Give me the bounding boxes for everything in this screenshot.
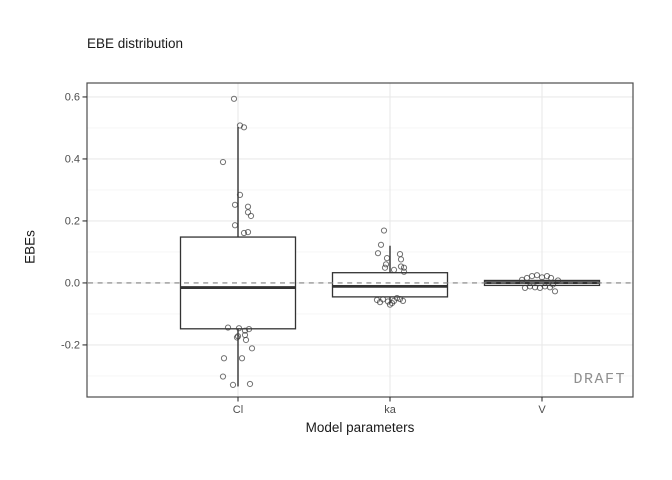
jitter-point	[244, 228, 252, 236]
jitter-point	[246, 380, 254, 388]
jitter-point	[518, 276, 526, 283]
jitter-point	[379, 296, 387, 303]
jitter-point	[245, 326, 253, 333]
jitter-point	[236, 191, 244, 198]
jitter-point	[554, 277, 562, 284]
jitter-point	[229, 381, 237, 389]
jitter-point	[549, 281, 557, 288]
y-tick-label: 0.6	[65, 92, 80, 104]
chart-title: EBE distribution	[87, 36, 184, 51]
jitter-point	[242, 336, 250, 344]
x-tick-label: V	[538, 404, 546, 416]
jitter-point	[240, 124, 248, 131]
jitter-point	[381, 264, 389, 271]
jitter-point	[400, 268, 408, 275]
jitter-point	[244, 203, 252, 210]
jitter-point	[241, 327, 249, 334]
box-ka	[331, 272, 449, 298]
jitter-point	[393, 295, 401, 302]
jitter-point	[248, 345, 256, 352]
panel-border	[86, 82, 634, 398]
jitter-point	[231, 201, 239, 208]
jitter-point	[235, 325, 243, 332]
jitter-point	[386, 301, 394, 308]
jitter-point	[521, 284, 529, 291]
jitter-point	[230, 95, 238, 102]
jitter-point	[551, 288, 559, 295]
jitter-point	[380, 227, 388, 234]
jitter-point	[390, 266, 398, 274]
jitter-point	[377, 241, 385, 248]
y-tick-label: -0.2	[61, 340, 80, 352]
y-tick-label: 0.4	[65, 154, 80, 166]
jitter-point	[374, 250, 382, 257]
jitter-point	[383, 255, 391, 262]
jitter-point	[533, 272, 541, 279]
jitter-point	[547, 274, 555, 282]
jitter-point	[220, 355, 228, 362]
x-tick-label: Cl	[233, 404, 243, 416]
y-tick-label: 0.2	[65, 216, 80, 228]
jitter-point	[240, 229, 248, 237]
jitter-point	[244, 209, 252, 216]
jitter-point	[231, 222, 239, 229]
x-axis-title: Model parameters	[305, 420, 415, 435]
jitter-point	[397, 263, 405, 270]
jitter-point	[400, 264, 408, 271]
jitter-point	[528, 273, 536, 280]
jitter-point	[234, 333, 242, 340]
draft-watermark: DRAFT	[573, 371, 626, 388]
jitter-point	[219, 373, 227, 380]
jitter-point	[384, 298, 392, 305]
jitter-point	[233, 334, 241, 341]
jitter-point	[219, 158, 227, 166]
jitter-point	[224, 324, 232, 331]
jitter-point	[399, 297, 407, 305]
x-tick-label: ka	[384, 404, 397, 416]
jitter-point	[523, 274, 531, 282]
jitter-point	[247, 212, 255, 220]
jitter-point	[382, 261, 390, 268]
box-cl	[179, 236, 297, 330]
y-tick-label: 0.0	[65, 278, 80, 290]
jitter-point	[397, 256, 405, 263]
jitter-point	[238, 355, 246, 362]
